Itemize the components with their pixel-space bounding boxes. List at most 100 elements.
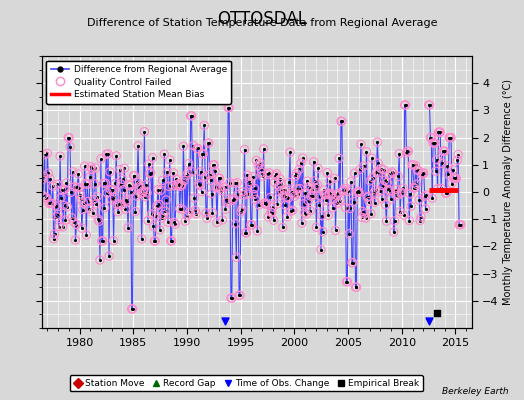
Point — [399, 212, 408, 218]
Point — [442, 190, 451, 196]
Point — [341, 185, 349, 192]
Point — [403, 148, 411, 154]
Point — [398, 189, 406, 196]
Point — [111, 180, 119, 186]
Point — [126, 182, 134, 189]
Point — [281, 202, 290, 208]
Point — [227, 295, 236, 301]
Point — [453, 157, 462, 164]
Point — [202, 210, 210, 216]
Point — [105, 253, 113, 259]
Point — [350, 198, 358, 205]
Point — [103, 190, 112, 196]
Point — [231, 180, 239, 186]
Point — [237, 209, 245, 215]
Point — [430, 140, 438, 146]
Point — [379, 166, 388, 173]
Point — [316, 192, 324, 199]
Point — [135, 184, 143, 191]
Point — [222, 196, 231, 202]
Point — [307, 193, 315, 200]
Point — [174, 180, 183, 187]
Point — [295, 166, 303, 173]
Point — [64, 134, 72, 141]
Point — [339, 188, 347, 195]
Point — [445, 134, 453, 141]
Point — [273, 201, 281, 207]
Point — [264, 214, 272, 220]
Point — [112, 153, 121, 159]
Point — [370, 199, 379, 206]
Point — [49, 236, 58, 242]
Point — [178, 182, 186, 188]
Point — [409, 162, 417, 168]
Point — [244, 191, 253, 197]
Point — [203, 215, 211, 222]
Point — [341, 185, 349, 192]
Point — [68, 215, 76, 221]
Point — [278, 187, 286, 194]
Point — [273, 201, 281, 207]
Point — [291, 173, 300, 179]
Point — [168, 182, 177, 189]
Point — [412, 181, 421, 188]
Point — [157, 187, 165, 194]
Point — [438, 160, 446, 166]
Point — [106, 169, 114, 175]
Point — [225, 104, 233, 111]
Point — [424, 318, 433, 324]
Point — [259, 146, 268, 152]
Point — [97, 238, 106, 244]
Point — [300, 200, 308, 207]
Point — [80, 200, 88, 206]
Point — [253, 228, 261, 234]
Point — [278, 187, 286, 194]
Point — [208, 190, 216, 197]
Point — [322, 197, 331, 204]
Point — [62, 180, 71, 186]
Point — [137, 236, 146, 242]
Point — [287, 208, 295, 214]
Point — [358, 208, 367, 215]
Point — [250, 185, 259, 192]
Point — [242, 230, 250, 236]
Point — [85, 205, 93, 212]
Point — [274, 183, 282, 189]
Point — [301, 190, 310, 196]
Point — [118, 176, 127, 183]
Point — [453, 157, 462, 164]
Point — [451, 175, 459, 182]
Point — [249, 192, 258, 198]
Point — [108, 186, 117, 193]
Point — [381, 202, 390, 208]
Point — [224, 104, 232, 111]
Point — [378, 195, 386, 202]
Point — [438, 160, 446, 166]
Point — [148, 154, 157, 161]
Point — [140, 128, 149, 135]
Point — [279, 192, 288, 198]
Point — [383, 179, 391, 186]
Point — [164, 219, 172, 225]
Point — [411, 162, 420, 169]
Point — [352, 284, 361, 290]
Point — [90, 196, 98, 203]
Point — [309, 192, 317, 199]
Point — [224, 104, 232, 111]
Point — [222, 196, 231, 202]
Point — [116, 166, 124, 173]
Point — [172, 176, 180, 182]
Point — [363, 194, 372, 200]
Point — [391, 186, 400, 193]
Point — [100, 204, 108, 211]
Point — [234, 191, 243, 198]
Point — [211, 168, 220, 174]
Point — [417, 214, 425, 220]
Point — [161, 208, 169, 214]
Point — [288, 189, 296, 196]
Point — [444, 171, 453, 178]
Point — [389, 229, 398, 235]
Point — [447, 180, 456, 187]
Point — [83, 181, 92, 187]
Point — [351, 170, 359, 176]
